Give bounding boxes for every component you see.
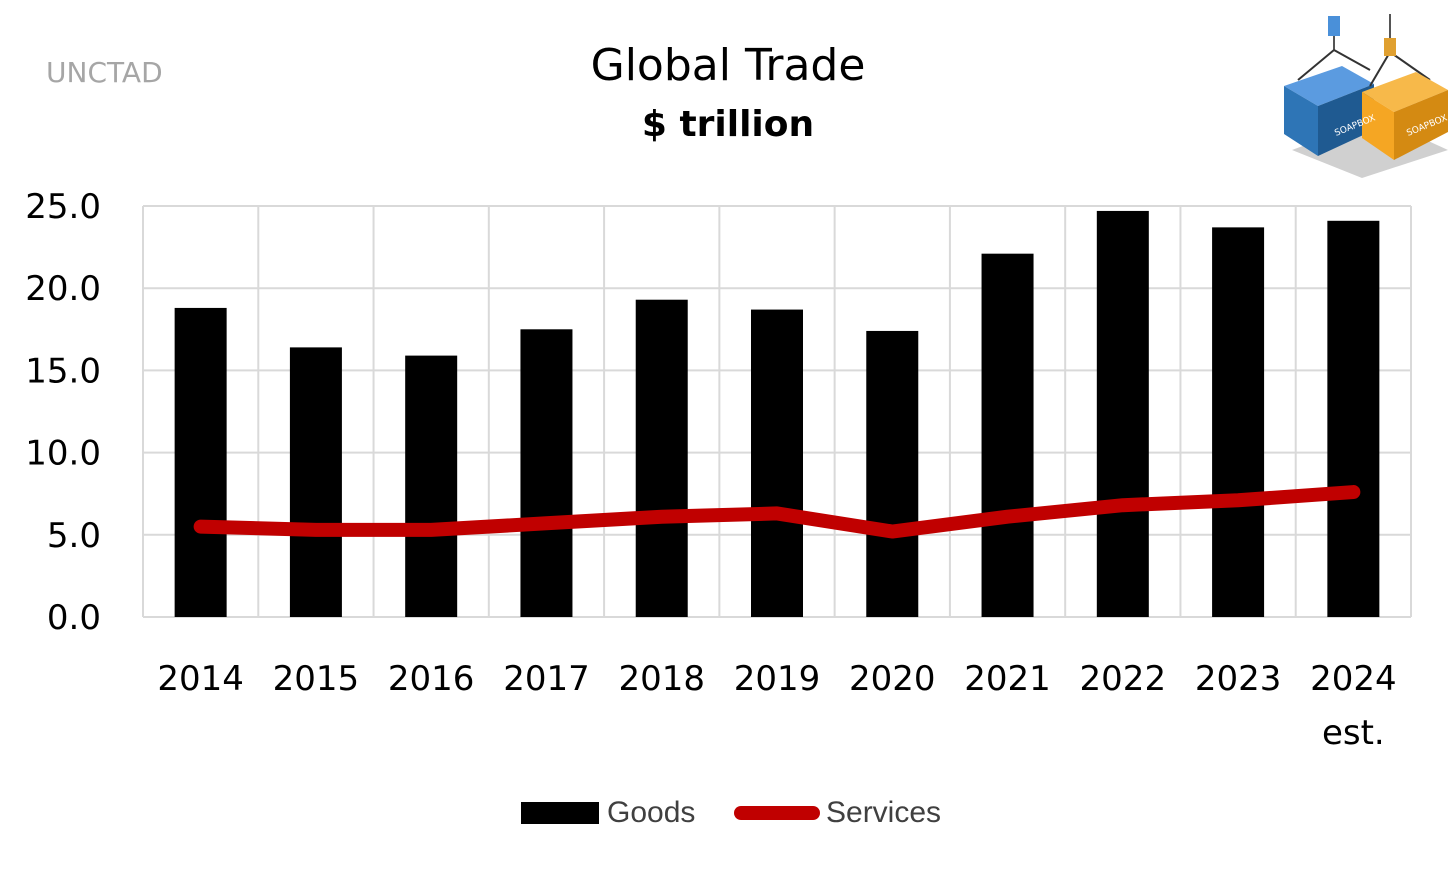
legend-item-services: Services [734,796,941,830]
grid-layer [142,205,1412,618]
y-tick-label: 20.0 [25,269,101,309]
bar-goods [1212,227,1265,617]
x-tick-label: 2023 [1195,659,1282,699]
x-tick-label: 2019 [734,659,821,699]
x-tick-label: 2022 [1080,659,1167,699]
point-services [776,512,778,515]
legend-swatch-goods [521,802,599,824]
x-tick-label: 2014 [157,659,244,699]
point-services [1006,515,1009,518]
x-tick-label: 2024 [1310,659,1397,699]
y-tick-label: 5.0 [47,516,101,556]
legend-label-services: Services [826,796,942,829]
goods-bars [174,210,1380,617]
point-services [199,525,202,528]
chart-subtitle: $ trillion [641,104,815,145]
y-tick-label: 0.0 [47,598,101,638]
bar-goods [174,307,227,617]
point-services [1237,499,1240,502]
bar-goods [751,309,803,617]
x-tick-label: 2017 [503,659,590,699]
chart-title: Global Trade [590,40,866,91]
bar-goods [1096,210,1149,617]
bar-goods [635,299,688,617]
bar-goods [1327,220,1380,617]
legend-item-goods: Goods [521,796,695,830]
services-line-layer [193,485,1361,539]
point-services [660,515,663,518]
bar-goods [405,355,458,617]
x-tick-label: 2015 [273,659,360,699]
legend-label-goods: Goods [607,796,696,829]
point-services [314,528,317,531]
source-label: UNCTAD [46,56,163,89]
x-tick-label: 2020 [849,659,936,699]
legend: Goods Services [0,796,1456,836]
legend-swatch-services [734,806,820,820]
point-services [1352,491,1355,494]
y-tick-label: 10.0 [25,434,101,474]
x-tick-label: 2021 [964,659,1051,699]
point-services [1121,504,1124,507]
point-services [891,530,894,533]
point-services [545,522,548,525]
bar-goods [981,253,1034,617]
x-tick-label: 2018 [618,659,705,699]
y-tick-label: 15.0 [25,351,101,391]
y-tick-label: 25.0 [25,187,101,227]
x-tick-note: est. [1322,713,1385,753]
bar-goods [289,347,342,617]
soapbox-containers-logo-icon: SOAPBOX SOAPBOX [1284,14,1449,178]
axis-labels: 0.0 5.0 10.0 15.0 20.0 25.0 2014 2015 2016 2017 20… [25,187,1396,753]
x-tick-label: 2016 [388,659,475,699]
point-services [430,528,433,531]
bar-goods [866,330,919,617]
bar-goods [520,329,573,617]
